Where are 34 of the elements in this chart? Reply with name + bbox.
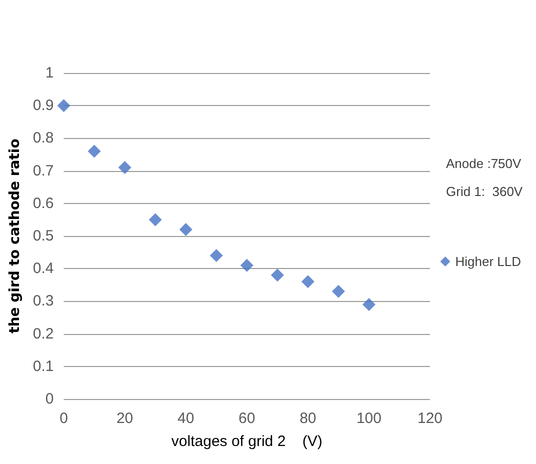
x-tick-label: 100 (356, 410, 382, 427)
point (88, 144, 101, 158)
y-tick-label: 0.3 (32, 292, 54, 310)
x-tick-label: 120 (417, 410, 443, 427)
x-tick-label: 0 (60, 410, 68, 427)
x-tick-label: 40 (177, 410, 194, 427)
point (332, 284, 345, 298)
text: Anode :750V (446, 156, 522, 171)
x-tick-label: 20 (116, 410, 134, 427)
y-tick-label: 0 (45, 390, 54, 408)
y-tick-label: 0.1 (32, 358, 54, 375)
y-tick-label: 0.7 (32, 162, 54, 180)
text: Grid 1: 360V (446, 184, 523, 199)
y-tick-label: 0.6 (32, 194, 54, 212)
legend-label: Higher LLD (455, 254, 522, 269)
point (57, 99, 70, 112)
x-axis-title: voltages of grid 2 (V) (171, 433, 322, 450)
y-tick-label: 0.8 (32, 130, 54, 147)
y-tick-label: 0.2 (32, 325, 54, 342)
y-tick-label: 0.9 (32, 97, 54, 114)
point (179, 222, 192, 236)
point (362, 298, 376, 311)
point (118, 161, 132, 174)
y-axis-title: the gird to cathode ratio (7, 138, 23, 334)
point (270, 268, 284, 282)
y-tick-label: 0.4 (32, 260, 54, 278)
x-tick-label: 60 (238, 410, 256, 427)
y-tick-label: 1 (45, 64, 54, 82)
point (210, 249, 223, 262)
point (301, 275, 314, 288)
point (240, 258, 254, 272)
x-tick-label: 80 (300, 410, 316, 427)
y-tick-label: 0.5 (32, 228, 54, 244)
point (148, 213, 162, 226)
